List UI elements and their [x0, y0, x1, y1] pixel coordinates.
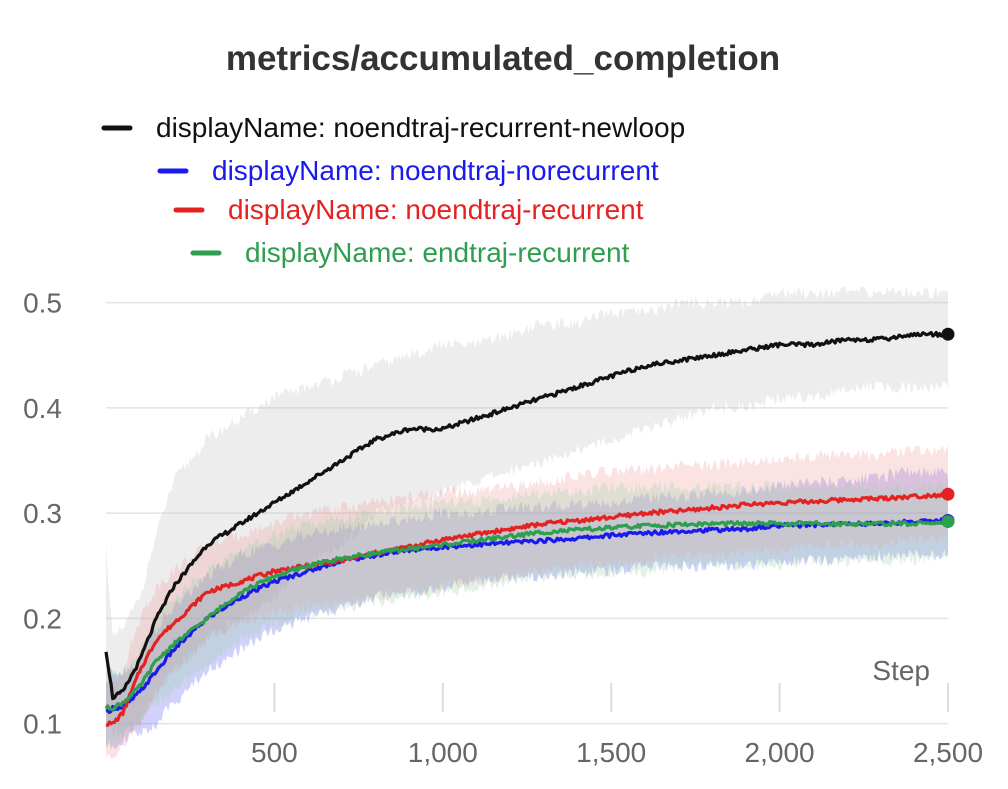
confidence-band: [106, 480, 948, 749]
x-tick-label: 1,000: [408, 737, 478, 768]
series-endpoint: [941, 487, 955, 501]
y-tick-label: 0.1: [23, 709, 62, 740]
x-tick-label: 1,500: [576, 737, 646, 768]
confidence-band: [106, 286, 948, 741]
y-tick-label: 0.2: [23, 603, 62, 634]
chart-title: metrics/accumulated_completion: [226, 39, 780, 78]
confidence-bands: [106, 286, 948, 759]
legend-label: displayName: noendtraj-recurrent-newloop: [156, 112, 685, 143]
legend-label: displayName: endtraj-recurrent: [245, 237, 630, 268]
series-line: [104, 518, 949, 712]
legend-label: displayName: noendtraj-norecurrent: [212, 155, 659, 186]
series-endpoint: [941, 327, 955, 341]
series-endpoints: [941, 327, 955, 529]
x-axis-ticks: 500 1,000 1,500 2,000 2,500: [251, 737, 983, 768]
series-line: [105, 517, 949, 715]
series-lines: [104, 330, 950, 727]
grid: [106, 301, 949, 725]
legend-label: displayName: noendtraj-recurrent: [228, 194, 644, 225]
confidence-band: [106, 466, 948, 750]
series-line: [104, 330, 950, 701]
y-tick-label: 0.4: [23, 393, 62, 424]
x-axis-label: Step: [872, 655, 930, 686]
series-endpoint: [941, 515, 955, 529]
x-tick-label: 500: [251, 737, 298, 768]
x-tick-label: 2,500: [913, 737, 983, 768]
y-tick-label: 0.3: [23, 498, 62, 529]
y-tick-label: 0.5: [23, 288, 62, 319]
y-axis-ticks: 0.1 0.2 0.3 0.4 0.5: [23, 288, 62, 740]
series-line: [106, 491, 950, 727]
x-tick-label: 2,000: [745, 737, 815, 768]
legend: displayName: noendtraj-recurrent-newloop…: [101, 112, 685, 268]
